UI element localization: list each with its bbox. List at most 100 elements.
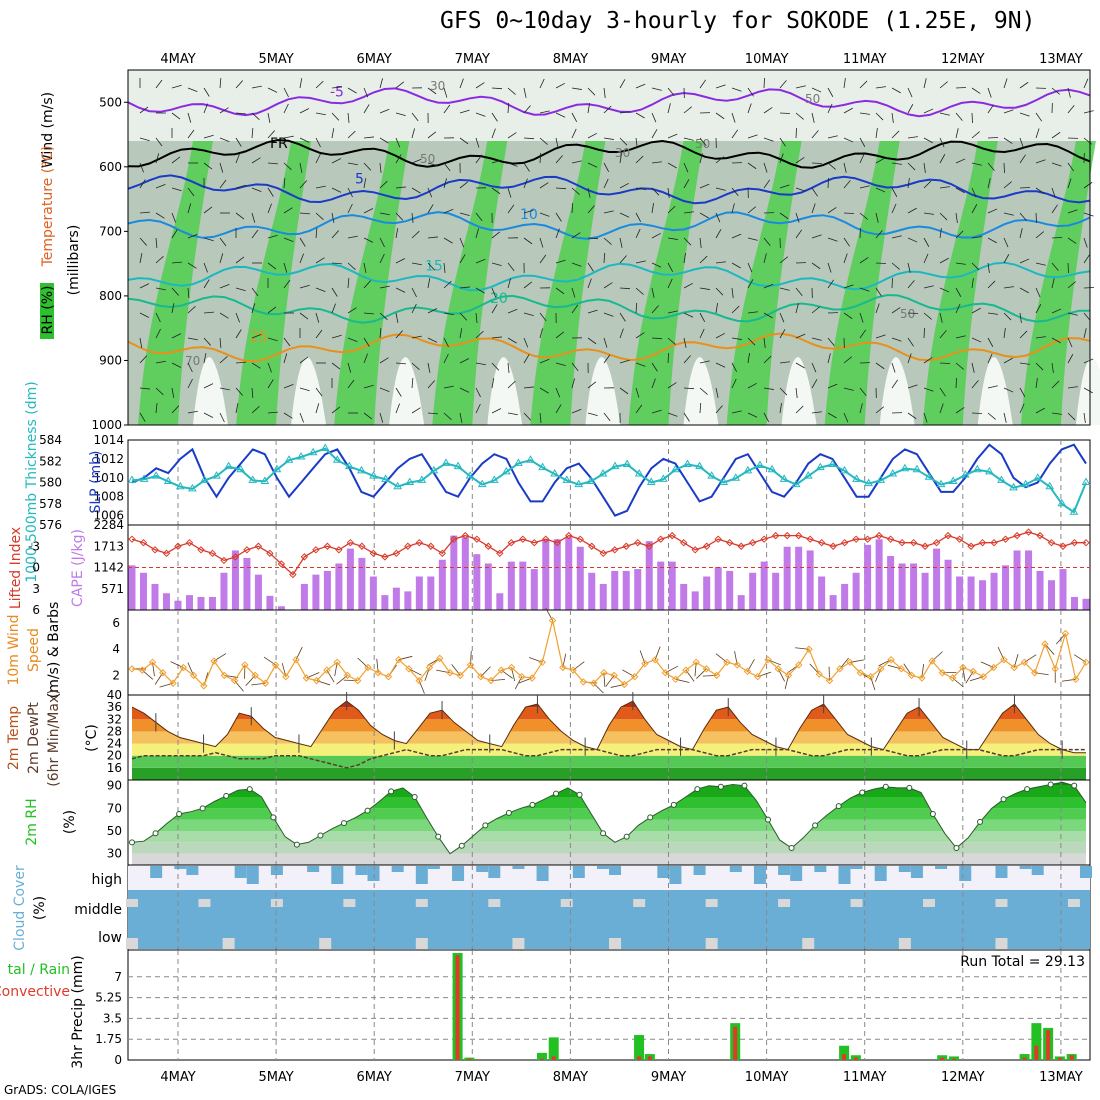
thickness-axis-label: 1000-500mb Thickness (dm) xyxy=(24,381,40,582)
wind-barb xyxy=(683,237,692,246)
wind-barb xyxy=(363,262,367,273)
wind-barb xyxy=(651,161,662,164)
wind-speed-marker xyxy=(323,666,331,674)
wind-barb xyxy=(267,112,271,123)
precip-conv-bar xyxy=(842,1054,847,1060)
wind-barb xyxy=(443,312,454,316)
wind-barb xyxy=(811,130,819,139)
wind-barb xyxy=(379,357,389,364)
li-axis-label: Lifted Index xyxy=(8,527,24,609)
wind-barb xyxy=(1019,212,1027,221)
wind-speed-marker xyxy=(743,667,752,676)
wind-barb xyxy=(955,303,961,314)
wind-barb xyxy=(171,84,182,89)
wind-barb xyxy=(267,87,278,93)
wind-barb xyxy=(1083,212,1094,217)
wind-barb xyxy=(443,237,453,244)
wind-barb xyxy=(283,279,291,289)
lifted-index-marker xyxy=(680,539,688,547)
cloud-high-bar xyxy=(488,866,501,878)
wind-barb xyxy=(187,287,190,298)
wind-barb xyxy=(363,178,367,189)
wind-speed-marker xyxy=(610,671,618,680)
wind-barb xyxy=(571,160,582,164)
wind-barb xyxy=(811,337,822,341)
wind-barb xyxy=(1051,187,1056,198)
pressure-tick: 800 xyxy=(99,289,122,303)
wind-barb xyxy=(907,104,914,114)
thickness-marker xyxy=(767,464,777,473)
wind-barb xyxy=(1003,312,1012,321)
thickness-marker xyxy=(357,465,366,474)
temp-tick: 40 xyxy=(107,688,122,702)
wind-barb xyxy=(987,104,994,114)
wind-barb xyxy=(907,162,916,171)
thickness-marker xyxy=(671,464,680,473)
wind-barb xyxy=(715,229,722,239)
wind-barb xyxy=(315,312,320,323)
wind-barb xyxy=(347,162,358,166)
wind-barb xyxy=(683,387,695,390)
lifted-index-marker xyxy=(576,535,584,543)
cape-bar xyxy=(956,576,964,610)
wind-barb xyxy=(203,353,207,364)
wind-barb xyxy=(203,262,208,273)
wind-barb xyxy=(539,358,550,364)
wind-barb xyxy=(443,385,454,389)
wind-barb xyxy=(155,387,164,396)
cloud-high-bar xyxy=(234,866,247,878)
wind-barb xyxy=(539,152,542,164)
wind-barb xyxy=(571,287,576,298)
wind-barb xyxy=(603,252,606,264)
rh-marker xyxy=(270,814,277,821)
wind-barb xyxy=(923,180,932,189)
wind-barb xyxy=(379,387,390,392)
wind-barb xyxy=(651,378,656,389)
wind-barb xyxy=(187,234,198,239)
wind-barb xyxy=(203,162,213,170)
wind-barb xyxy=(395,81,405,89)
wind-barb xyxy=(683,253,686,264)
wind-barb xyxy=(1083,254,1090,264)
lifted-index-marker xyxy=(794,531,803,540)
wind-barb xyxy=(427,412,438,415)
wind-speed-marker xyxy=(754,672,762,681)
wind-speed-marker xyxy=(487,676,495,685)
wind-speed-marker xyxy=(805,645,813,653)
wind-barb xyxy=(1003,286,1014,289)
wind-barb xyxy=(763,355,772,364)
wind-barb xyxy=(923,253,929,264)
cape-tick: 1142 xyxy=(93,561,124,575)
slp-axis-label: SLP (mb) xyxy=(88,450,104,513)
wind-barb xyxy=(795,287,803,297)
wind-barb xyxy=(779,112,791,114)
wind-barb xyxy=(491,378,495,389)
precip-total-bar xyxy=(1031,1023,1042,1060)
wind-barb xyxy=(411,362,420,370)
wind-barb xyxy=(299,108,310,114)
wind-barb xyxy=(763,283,774,289)
wind-speed-marker xyxy=(241,661,249,669)
wind-barb xyxy=(395,287,406,293)
rh-marker xyxy=(435,833,442,840)
wind-barb xyxy=(779,137,786,147)
wind-barb xyxy=(155,184,166,189)
wind-barb xyxy=(699,79,707,89)
rh-band xyxy=(132,797,1086,809)
wind-barb xyxy=(923,212,934,215)
wind-barb xyxy=(1051,308,1062,314)
wind-barb xyxy=(523,209,534,214)
lifted-index-marker xyxy=(932,539,941,547)
wind-barb xyxy=(891,362,896,373)
wind-barb xyxy=(747,206,757,214)
wind-speed-marker xyxy=(1041,640,1049,648)
wind-barb xyxy=(1019,112,1030,117)
wind-barb xyxy=(427,87,437,95)
wind-barb xyxy=(379,412,384,423)
wind-speed-line xyxy=(131,620,1087,687)
wind-barb xyxy=(267,411,278,414)
cape-bar xyxy=(944,559,952,610)
wind-barb xyxy=(1083,287,1095,289)
cape-bar xyxy=(335,563,343,610)
wind-barb xyxy=(939,186,950,189)
